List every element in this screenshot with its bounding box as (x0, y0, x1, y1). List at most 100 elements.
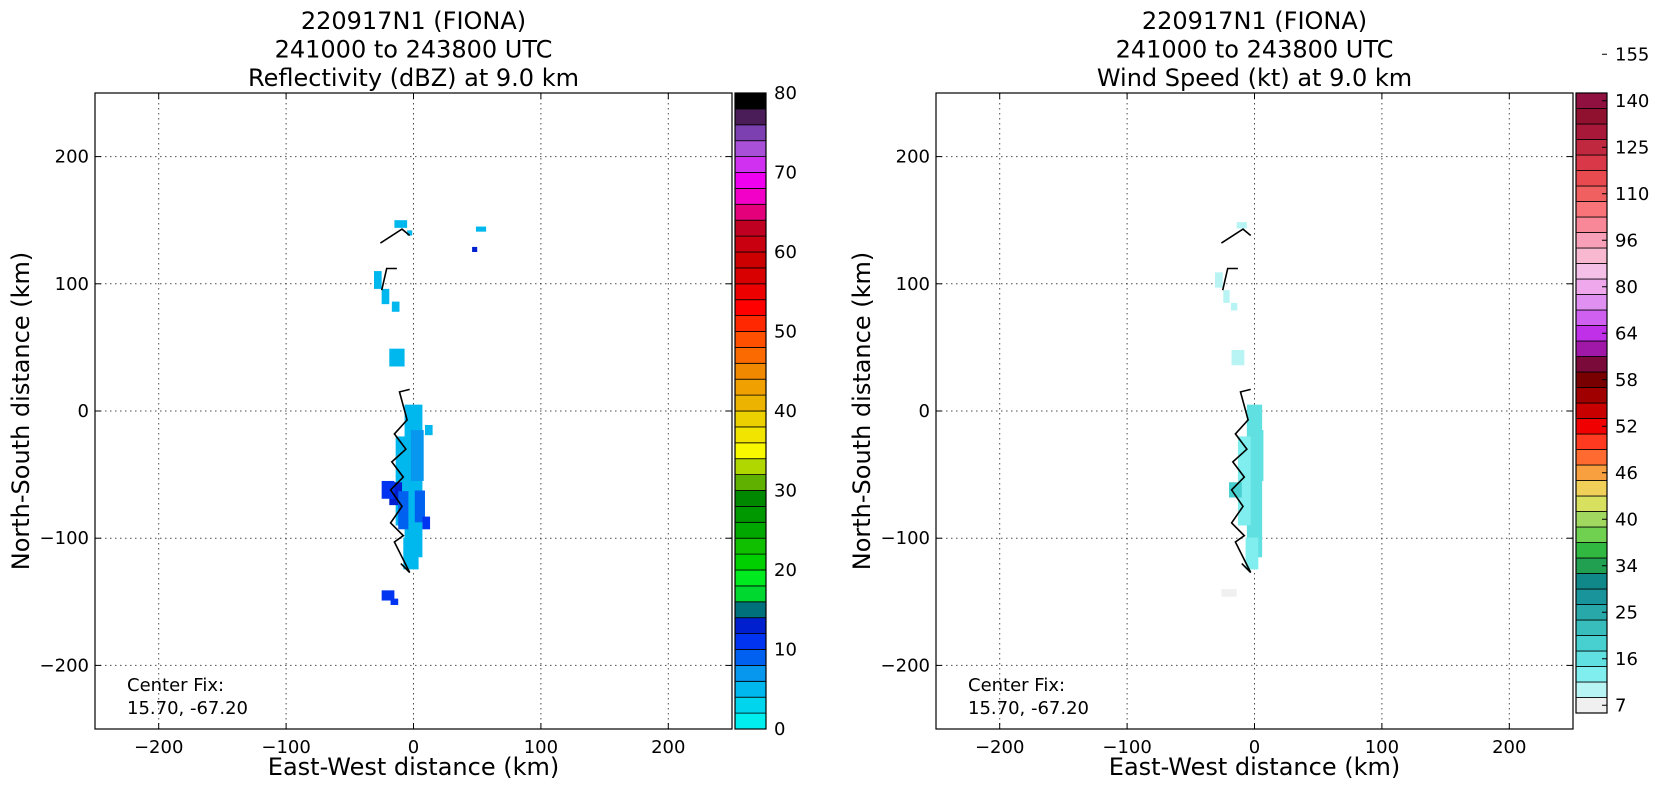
colorbar-tick-label-7: 70 (774, 163, 797, 184)
echo-cell-2 (1229, 482, 1242, 498)
colorbar-tick-label-8: 64 (1615, 323, 1638, 344)
chart-title-line-2: 241000 to 243800 UTC (1116, 36, 1394, 64)
center-fix-line-1: Center Fix: (127, 675, 224, 696)
echo-layer (374, 220, 487, 605)
colorbar-swatch-17 (734, 442, 767, 460)
colorbar-swatch-12 (734, 521, 767, 539)
center-fix-line-2: 15.70, -67.20 (127, 698, 248, 719)
flight-track-0 (1220, 228, 1252, 244)
colorbar-swatch-20 (734, 394, 767, 412)
colorbar-swatch-4 (734, 649, 767, 666)
x-tick-label-1: −100 (261, 737, 310, 758)
colorbar-swatch-29 (734, 251, 767, 269)
echo-cell-15 (407, 230, 413, 236)
y-axis-label: North-South distance (km) (848, 252, 876, 571)
x-tick-label-0: −200 (134, 737, 183, 758)
colorbar-tick-label-4: 40 (1615, 509, 1638, 530)
echo-cell-16 (475, 226, 487, 232)
y-tick-label-4: 200 (896, 147, 930, 168)
colorbar-swatch-22 (734, 362, 767, 380)
y-tick-label-3: 100 (896, 274, 930, 295)
echo-cell-8 (410, 430, 424, 481)
colorbar-tick-label-4: 40 (774, 401, 797, 422)
y-tick-label-0: −200 (881, 655, 930, 676)
colorbar-swatch-7 (734, 601, 767, 619)
colorbar-swatch-10 (734, 553, 767, 571)
echo-cell-8 (1230, 302, 1238, 311)
echo-cell-4 (414, 490, 425, 523)
colorbar-swatch-26 (1575, 294, 1608, 311)
colorbar-tick-label-5: 50 (774, 322, 797, 343)
colorbar-swatch-24 (734, 331, 767, 348)
echo-cell-6 (398, 491, 409, 530)
echo-cell-7 (403, 537, 419, 570)
echo-layer (1215, 222, 1264, 597)
y-tick-label-2: 0 (78, 401, 89, 422)
x-tick-label-3: 100 (524, 737, 558, 758)
echo-cell-3 (381, 480, 395, 499)
chart-title-line-3: Reflectivity (dBZ) at 9.0 km (248, 64, 579, 92)
x-tick-label-4: 200 (1492, 737, 1526, 758)
echo-cell-4 (1253, 430, 1264, 481)
colorbar-tick-label-1: 10 (774, 640, 797, 661)
colorbar-swatch-17 (1575, 433, 1608, 450)
colorbar-swatch-31 (734, 219, 767, 237)
colorbar: 0 10 20 30 40 50 60 70 80 (734, 83, 797, 740)
colorbar-swatch-2 (734, 680, 767, 698)
colorbar-swatch-1 (734, 696, 767, 714)
colorbar-swatch-18 (734, 426, 767, 444)
colorbar-swatch-8 (1575, 573, 1608, 590)
colorbar-swatch-23 (734, 346, 767, 364)
echo-cell-11 (374, 271, 382, 289)
colorbar-tick-label-7: 58 (1615, 370, 1638, 391)
colorbar-swatch-5 (1575, 619, 1608, 636)
colorbar-swatch-28 (1575, 263, 1608, 280)
y-axis-label: North-South distance (km) (7, 252, 35, 571)
colorbar-swatch-21 (734, 378, 767, 396)
colorbar-tick-label-3: 34 (1615, 556, 1638, 577)
echo-cell-9 (424, 424, 433, 436)
colorbar-swatch-29 (1575, 247, 1608, 264)
y-tick-label-4: 200 (55, 147, 89, 168)
colorbar-swatch-1 (1575, 681, 1608, 698)
colorbar-swatch-38 (734, 108, 767, 126)
flight-track-1 (380, 267, 397, 291)
colorbar-tick-label-2: 25 (1615, 602, 1638, 623)
colorbar-tick-label-1: 16 (1615, 649, 1638, 670)
chart-title-line-3: Wind Speed (kt) at 9.0 km (1097, 64, 1412, 92)
echo-cell-10 (389, 348, 405, 367)
colorbar-tick-label-0: 0 (774, 719, 785, 740)
x-tick-label-2: 0 (1249, 737, 1260, 758)
colorbar-swatch-6 (734, 617, 767, 635)
echo-cell-17 (472, 246, 478, 252)
colorbar-swatch-19 (734, 410, 767, 428)
colorbar-swatch-28 (734, 267, 767, 285)
echo-cell-9 (1236, 222, 1247, 229)
x-tick-label-3: 100 (1365, 737, 1399, 758)
center-fix-line-1: Center Fix: (968, 675, 1065, 696)
echo-cell-3 (1245, 537, 1259, 570)
echo-cell-14 (394, 220, 408, 228)
colorbar-swatch-7 (1575, 588, 1608, 605)
colorbar-swatch-30 (734, 235, 767, 253)
colorbar-swatch-4 (1575, 635, 1608, 652)
colorbar-swatch-8 (734, 585, 767, 603)
center-fix-line-2: 15.70, -67.20 (968, 698, 1089, 719)
flight-track-2 (1230, 388, 1252, 574)
x-tick-label-2: 0 (408, 737, 419, 758)
colorbar-swatch-22 (1575, 356, 1608, 373)
colorbar-swatch-13 (734, 505, 767, 523)
colorbar-swatch-26 (734, 299, 767, 317)
colorbar-frame (1575, 92, 1608, 714)
panel-2: 220917N1 (FIONA)241000 to 243800 UTCWind… (848, 7, 1649, 781)
y-tick-label-3: 100 (55, 274, 89, 295)
echo-cell-6 (1215, 272, 1223, 288)
colorbar-swatch-35 (734, 156, 767, 173)
colorbar-swatch-35 (1575, 154, 1608, 171)
colorbar-swatch-20 (1575, 387, 1608, 404)
colorbar-tick-label-6: 52 (1615, 416, 1638, 437)
colorbar-swatch-23 (1575, 340, 1608, 357)
colorbar-tick-label-13: 140 (1615, 91, 1649, 112)
colorbar-swatch-5 (734, 633, 767, 650)
